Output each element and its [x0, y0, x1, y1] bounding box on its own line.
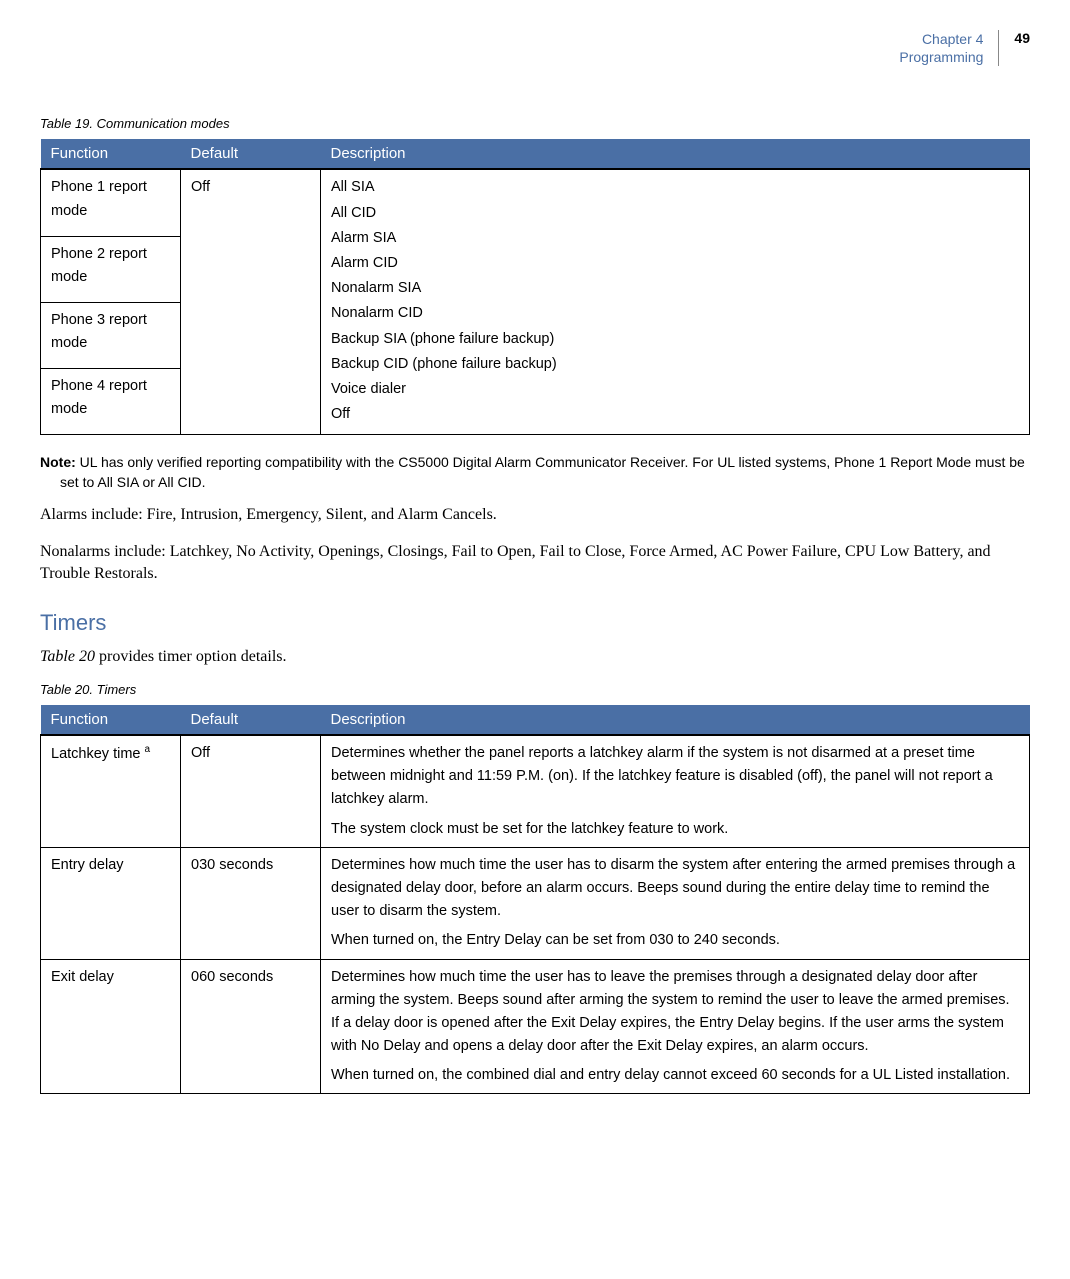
table19-function-cell: Phone 3 report mode	[41, 302, 181, 368]
desc-item: All SIA	[331, 176, 1019, 199]
section-label: Programming	[899, 48, 983, 66]
table20-caption: Table 20. Timers	[40, 682, 1030, 697]
table-row: Entry delay 030 seconds Determines how m…	[41, 847, 1030, 959]
desc-item: Off	[331, 403, 1019, 426]
table19: Function Default Description Phone 1 rep…	[40, 139, 1030, 435]
header-breadcrumb: Chapter 4 Programming	[899, 30, 999, 66]
table20-function-cell: Latchkey time a	[41, 735, 181, 847]
desc-item: Backup SIA (phone failure backup)	[331, 328, 1019, 351]
table-row: Exit delay 060 seconds Determines how mu…	[41, 959, 1030, 1094]
desc-item: Voice dialer	[331, 378, 1019, 401]
desc-item: Nonalarm CID	[331, 302, 1019, 325]
desc-paragraph: When turned on, the Entry Delay can be s…	[331, 929, 1019, 952]
table20-description-cell: Determines whether the panel reports a l…	[321, 735, 1030, 847]
table20-function-cell: Entry delay	[41, 847, 181, 959]
timers-intro-rest: provides timer option details.	[95, 648, 287, 665]
table19-function-cell: Phone 1 report mode	[41, 169, 181, 236]
table20-default-cell: 060 seconds	[181, 959, 321, 1094]
desc-item: Alarm CID	[331, 252, 1019, 275]
alarms-paragraph: Alarms include: Fire, Intrusion, Emergen…	[40, 504, 1030, 526]
table20-description-cell: Determines how much time the user has to…	[321, 847, 1030, 959]
page-header: Chapter 4 Programming 49	[40, 30, 1030, 66]
function-label: Entry delay	[51, 857, 124, 873]
table19-function-cell: Phone 2 report mode	[41, 236, 181, 302]
table20-header-function: Function	[41, 705, 181, 735]
desc-item: All CID	[331, 202, 1019, 225]
function-label: Latchkey time	[51, 746, 145, 762]
desc-item: Backup CID (phone failure backup)	[331, 353, 1019, 376]
desc-item: Nonalarm SIA	[331, 277, 1019, 300]
table20-default-cell: Off	[181, 735, 321, 847]
table20-default-cell: 030 seconds	[181, 847, 321, 959]
timers-intro: Table 20 provides timer option details.	[40, 646, 1030, 668]
table20: Function Default Description Latchkey ti…	[40, 705, 1030, 1094]
table19-default-cell: Off	[181, 169, 321, 434]
note-text: UL has only verified reporting compatibi…	[60, 454, 1025, 490]
table19-header-description: Description	[321, 139, 1030, 169]
table-row: Latchkey time a Off Determines whether t…	[41, 735, 1030, 847]
table20-ref: Table 20	[40, 648, 95, 665]
superscript: a	[145, 744, 151, 755]
desc-paragraph: Determines how much time the user has to…	[331, 966, 1019, 1059]
desc-paragraph: The system clock must be set for the lat…	[331, 818, 1019, 841]
nonalarms-paragraph: Nonalarms include: Latchkey, No Activity…	[40, 541, 1030, 586]
note-paragraph: Note: UL has only verified reporting com…	[40, 453, 1030, 492]
desc-paragraph: Determines whether the panel reports a l…	[331, 742, 1019, 812]
desc-paragraph: When turned on, the combined dial and en…	[331, 1064, 1019, 1087]
table-row: Phone 1 report mode Off All SIA All CID …	[41, 169, 1030, 236]
timers-heading: Timers	[40, 610, 1030, 636]
table19-header-row: Function Default Description	[41, 139, 1030, 169]
desc-item: Alarm SIA	[331, 227, 1019, 250]
table19-header-default: Default	[181, 139, 321, 169]
desc-paragraph: Determines how much time the user has to…	[331, 854, 1019, 924]
table19-caption: Table 19. Communication modes	[40, 116, 1030, 131]
table20-header-default: Default	[181, 705, 321, 735]
table20-header-row: Function Default Description	[41, 705, 1030, 735]
table20-description-cell: Determines how much time the user has to…	[321, 959, 1030, 1094]
table19-description-cell: All SIA All CID Alarm SIA Alarm CID Nona…	[321, 169, 1030, 434]
table19-header-function: Function	[41, 139, 181, 169]
page-number: 49	[999, 30, 1030, 46]
table20-function-cell: Exit delay	[41, 959, 181, 1094]
chapter-label: Chapter 4	[899, 30, 983, 48]
table19-function-cell: Phone 4 report mode	[41, 369, 181, 435]
table20-header-description: Description	[321, 705, 1030, 735]
function-label: Exit delay	[51, 969, 114, 985]
note-label: Note:	[40, 454, 76, 470]
